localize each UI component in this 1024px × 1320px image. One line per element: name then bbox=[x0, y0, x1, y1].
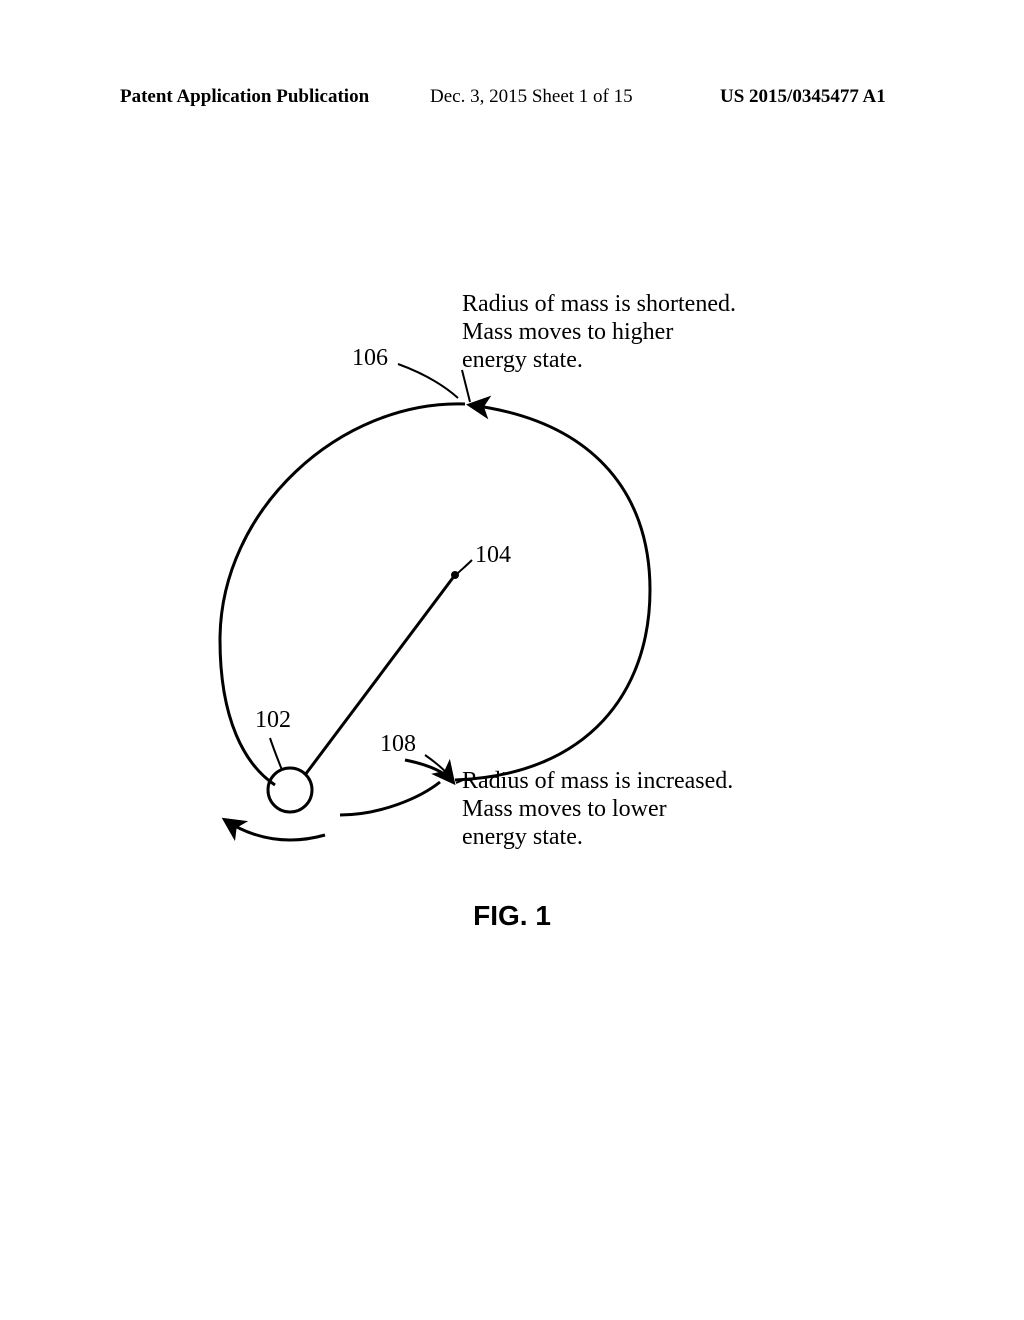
page-header: Patent Application Publication Dec. 3, 2… bbox=[0, 86, 1024, 116]
leader-104 bbox=[458, 560, 472, 573]
orbit-bottom-arc bbox=[340, 782, 440, 815]
radius-line bbox=[305, 575, 455, 775]
header-center: Dec. 3, 2015 Sheet 1 of 15 bbox=[430, 86, 633, 108]
leader-106 bbox=[398, 364, 458, 398]
header-right: US 2015/0345477 A1 bbox=[720, 86, 886, 108]
orbit-left-arc bbox=[220, 404, 465, 785]
figure-label: FIG. 1 bbox=[0, 900, 1024, 932]
tangent-arrow bbox=[225, 820, 325, 840]
diagram-svg bbox=[170, 290, 830, 930]
leader-102 bbox=[270, 738, 282, 770]
figure-1: Radius of mass is shortened. Mass moves … bbox=[170, 290, 830, 930]
header-left: Patent Application Publication bbox=[120, 86, 369, 108]
orbit-upper-arc bbox=[455, 405, 650, 780]
leader-text-106 bbox=[462, 370, 470, 402]
